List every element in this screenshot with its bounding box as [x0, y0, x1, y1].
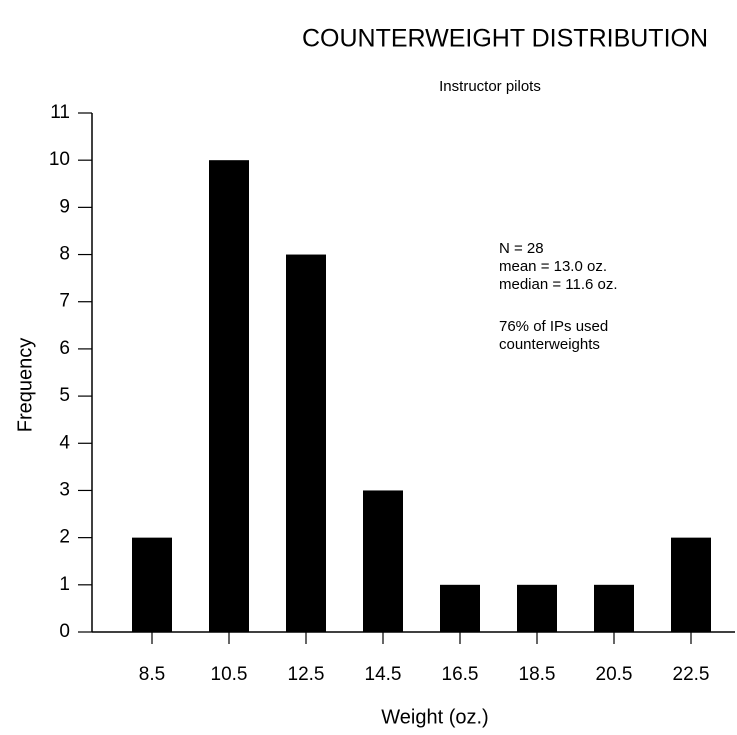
- bar: [132, 537, 172, 632]
- y-tick-label: 2: [59, 527, 70, 548]
- bar: [286, 254, 326, 632]
- bar: [517, 584, 557, 632]
- y-tick-label: 7: [59, 291, 70, 312]
- x-tick-label: 18.5: [519, 664, 556, 685]
- chart-title: COUNTERWEIGHT DISTRIBUTION: [302, 25, 708, 53]
- y-tick-label: 10: [49, 149, 70, 170]
- y-axis-label: Frequency: [14, 338, 36, 433]
- annotation: mean = 13.0 oz.: [499, 258, 607, 275]
- y-tick-label: 3: [59, 479, 70, 500]
- bar: [671, 537, 711, 632]
- x-tick-label: 16.5: [442, 664, 479, 685]
- annotation: N = 28: [499, 240, 544, 257]
- x-tick-label: 14.5: [365, 664, 402, 685]
- x-axis-label: Weight (oz.): [381, 706, 488, 728]
- bar: [440, 584, 480, 632]
- bar: [363, 490, 403, 632]
- bar: [594, 584, 634, 632]
- x-tick-label: 22.5: [673, 664, 710, 685]
- y-tick-label: 5: [59, 385, 70, 406]
- x-tick-label: 12.5: [288, 664, 325, 685]
- x-tick-label: 10.5: [211, 664, 248, 685]
- y-tick-label: 6: [59, 338, 70, 359]
- y-tick-label: 0: [59, 621, 70, 642]
- annotation: median = 11.6 oz.: [499, 276, 618, 293]
- bar: [209, 160, 249, 632]
- y-tick-label: 1: [59, 574, 70, 595]
- y-tick-label: 8: [59, 244, 70, 265]
- annotation: counterweights: [499, 336, 600, 353]
- annotation: 76% of IPs used: [499, 318, 608, 335]
- y-tick-label: 4: [59, 432, 70, 453]
- x-tick-label: 20.5: [596, 664, 633, 685]
- x-tick-label: 8.5: [139, 664, 165, 685]
- y-tick-label: 11: [50, 102, 70, 123]
- chart-subtitle: Instructor pilots: [439, 78, 541, 95]
- y-tick-label: 9: [59, 196, 70, 217]
